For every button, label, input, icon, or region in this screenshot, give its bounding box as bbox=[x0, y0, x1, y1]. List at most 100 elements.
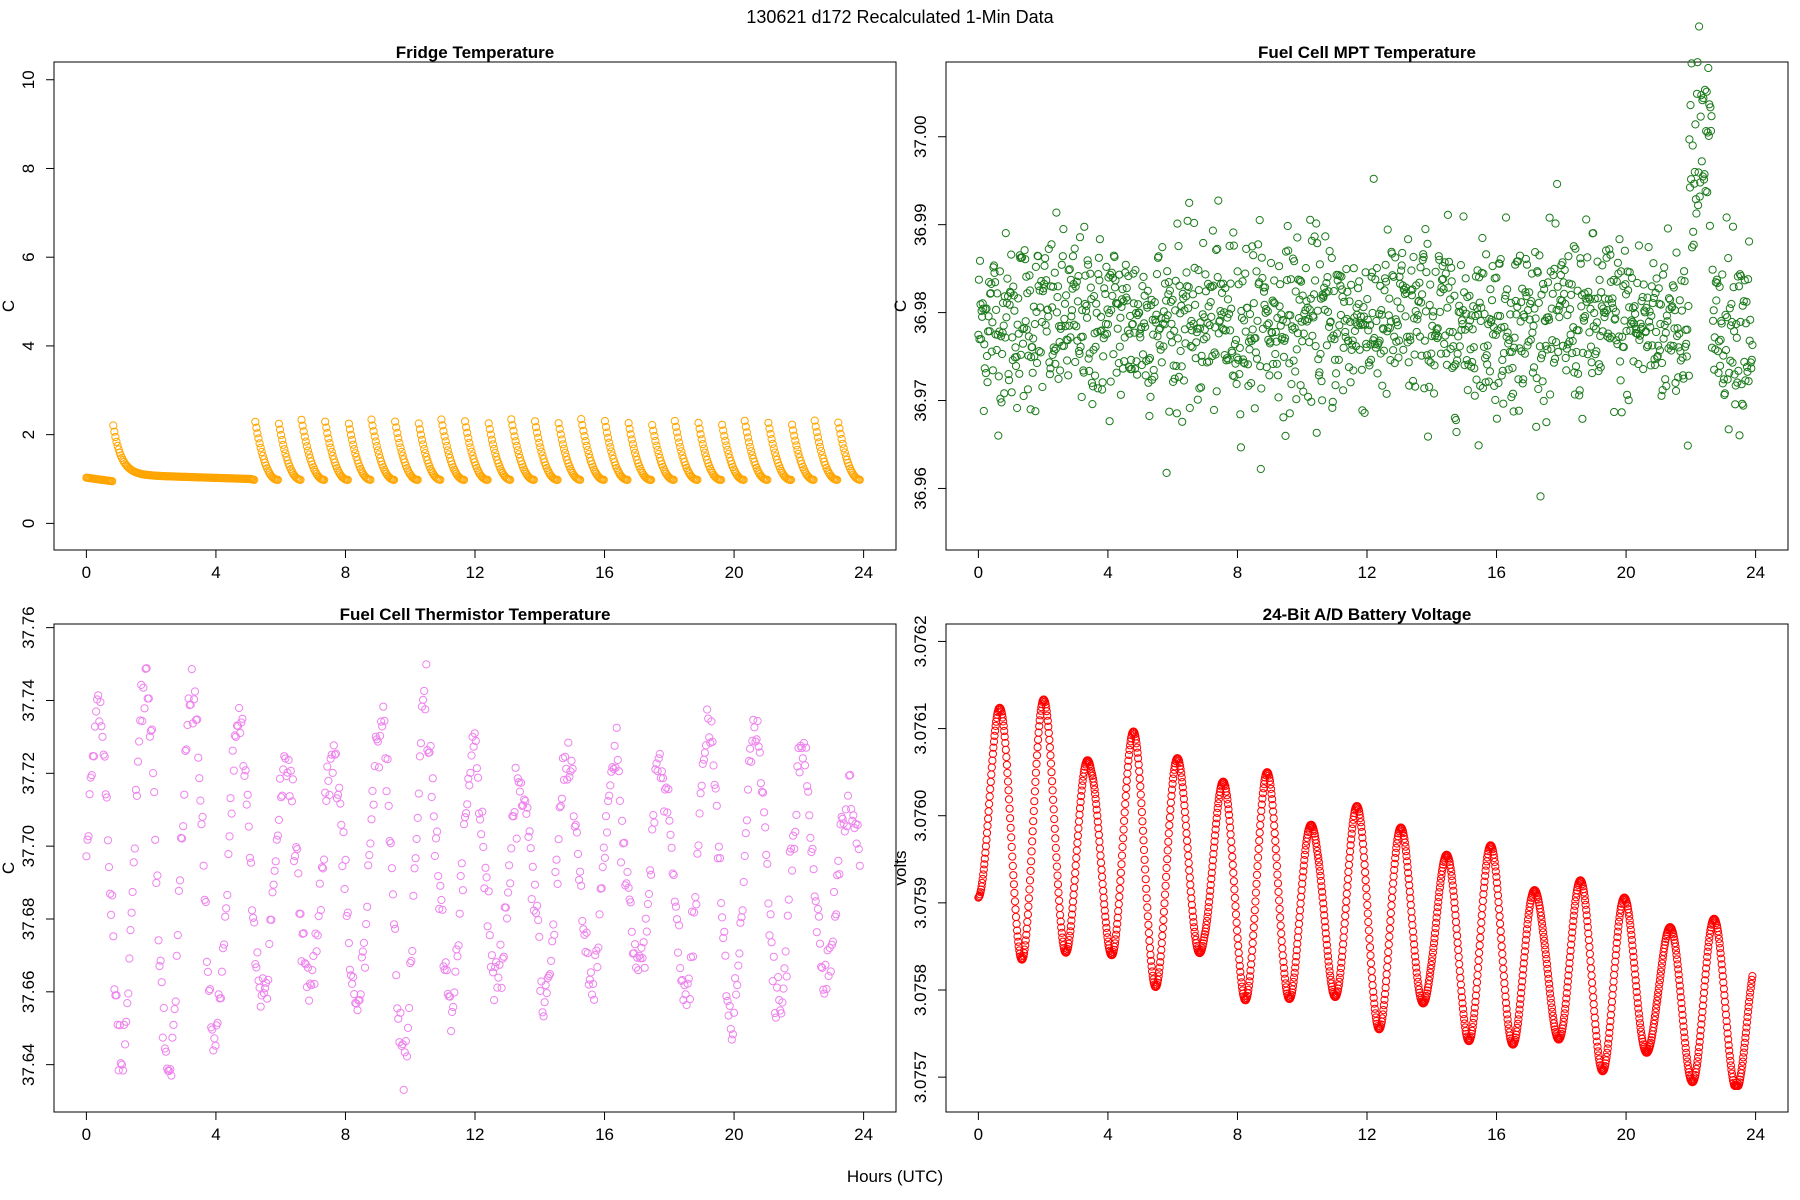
data-point bbox=[732, 990, 741, 999]
data-point bbox=[1607, 997, 1617, 1006]
data-point bbox=[1324, 287, 1333, 296]
data-point bbox=[1257, 384, 1266, 393]
data-point bbox=[577, 415, 586, 424]
data-point bbox=[1690, 179, 1699, 188]
data-point bbox=[1701, 187, 1710, 196]
data-point bbox=[1568, 349, 1577, 358]
figure-title: 130621 d172 Recalculated 1-Min Data bbox=[746, 7, 1054, 27]
data-point bbox=[1205, 897, 1214, 907]
data-point bbox=[1411, 952, 1420, 961]
data-point bbox=[993, 289, 1002, 298]
data-point bbox=[522, 809, 531, 819]
data-point bbox=[1543, 964, 1552, 973]
data-point bbox=[1718, 966, 1727, 975]
data-point bbox=[1467, 311, 1476, 320]
data-point bbox=[202, 957, 211, 967]
data-point bbox=[1645, 317, 1654, 326]
data-point bbox=[1290, 257, 1299, 266]
data-point bbox=[1407, 266, 1416, 275]
data-point bbox=[589, 979, 598, 989]
data-point bbox=[1163, 846, 1172, 855]
data-point bbox=[554, 419, 563, 428]
data-point bbox=[1138, 282, 1147, 291]
data-point bbox=[284, 755, 293, 765]
data-point bbox=[1068, 252, 1078, 261]
data-point bbox=[348, 979, 357, 989]
data-point bbox=[1436, 349, 1446, 358]
data-point bbox=[1451, 360, 1460, 369]
data-point bbox=[557, 794, 567, 803]
data-point bbox=[1638, 293, 1647, 302]
data-point bbox=[1315, 368, 1324, 377]
data-point bbox=[1316, 876, 1326, 886]
y-tick-label: 37.66 bbox=[19, 971, 38, 1014]
data-point bbox=[1000, 389, 1009, 398]
data-point bbox=[462, 809, 471, 818]
data-point bbox=[394, 434, 403, 443]
data-point bbox=[1051, 359, 1060, 368]
data-point bbox=[1052, 208, 1061, 217]
data-point bbox=[1135, 774, 1144, 783]
data-point bbox=[1385, 924, 1395, 933]
data-point bbox=[1268, 795, 1277, 804]
data-point bbox=[198, 812, 207, 822]
data-point bbox=[519, 801, 528, 810]
data-point bbox=[1623, 902, 1632, 911]
data-point bbox=[106, 889, 115, 898]
data-point bbox=[1740, 1038, 1749, 1048]
data-point bbox=[410, 864, 419, 873]
data-point bbox=[1453, 931, 1462, 940]
data-point bbox=[1178, 417, 1187, 426]
data-point bbox=[299, 427, 308, 436]
data-point bbox=[123, 999, 132, 1008]
data-point bbox=[627, 927, 636, 936]
data-point bbox=[350, 990, 359, 999]
data-point bbox=[1456, 973, 1465, 983]
data-point bbox=[1606, 1017, 1615, 1026]
data-point bbox=[1000, 726, 1009, 736]
data-point bbox=[1632, 987, 1641, 997]
data-point bbox=[1497, 323, 1506, 332]
data-point bbox=[1483, 360, 1492, 369]
data-point bbox=[1683, 325, 1692, 334]
data-point bbox=[1251, 888, 1261, 897]
data-point bbox=[166, 1065, 175, 1074]
data-point bbox=[1300, 316, 1310, 325]
data-point bbox=[981, 842, 991, 851]
data-point bbox=[1610, 970, 1619, 980]
data-point bbox=[670, 416, 679, 426]
data-point bbox=[1362, 339, 1371, 348]
data-point bbox=[1182, 268, 1191, 277]
data-point bbox=[1469, 1014, 1478, 1023]
data-point bbox=[1397, 261, 1406, 270]
data-point bbox=[1725, 1051, 1734, 1061]
data-point bbox=[1001, 229, 1010, 238]
data-point bbox=[552, 855, 561, 864]
data-point bbox=[1492, 872, 1501, 882]
data-point bbox=[1427, 349, 1436, 358]
data-point bbox=[1280, 969, 1289, 978]
data-point bbox=[1237, 313, 1247, 322]
data-point bbox=[1024, 894, 1034, 903]
data-point bbox=[1380, 995, 1389, 1004]
data-point bbox=[1412, 968, 1421, 977]
data-point bbox=[107, 910, 116, 920]
data-point bbox=[100, 752, 109, 761]
data-point bbox=[1721, 1004, 1730, 1013]
data-point bbox=[1405, 881, 1414, 890]
data-point bbox=[1153, 332, 1162, 341]
data-point bbox=[595, 910, 604, 919]
data-point bbox=[253, 948, 262, 957]
data-point bbox=[458, 886, 467, 895]
data-point bbox=[1642, 343, 1652, 352]
data-point bbox=[1518, 379, 1527, 388]
data-point bbox=[1481, 871, 1490, 881]
data-point bbox=[367, 815, 376, 824]
data-point bbox=[608, 763, 617, 772]
data-point bbox=[599, 475, 608, 484]
data-point bbox=[1705, 221, 1715, 230]
data-point bbox=[1522, 930, 1531, 939]
data-point bbox=[762, 850, 771, 860]
data-point bbox=[989, 743, 998, 752]
